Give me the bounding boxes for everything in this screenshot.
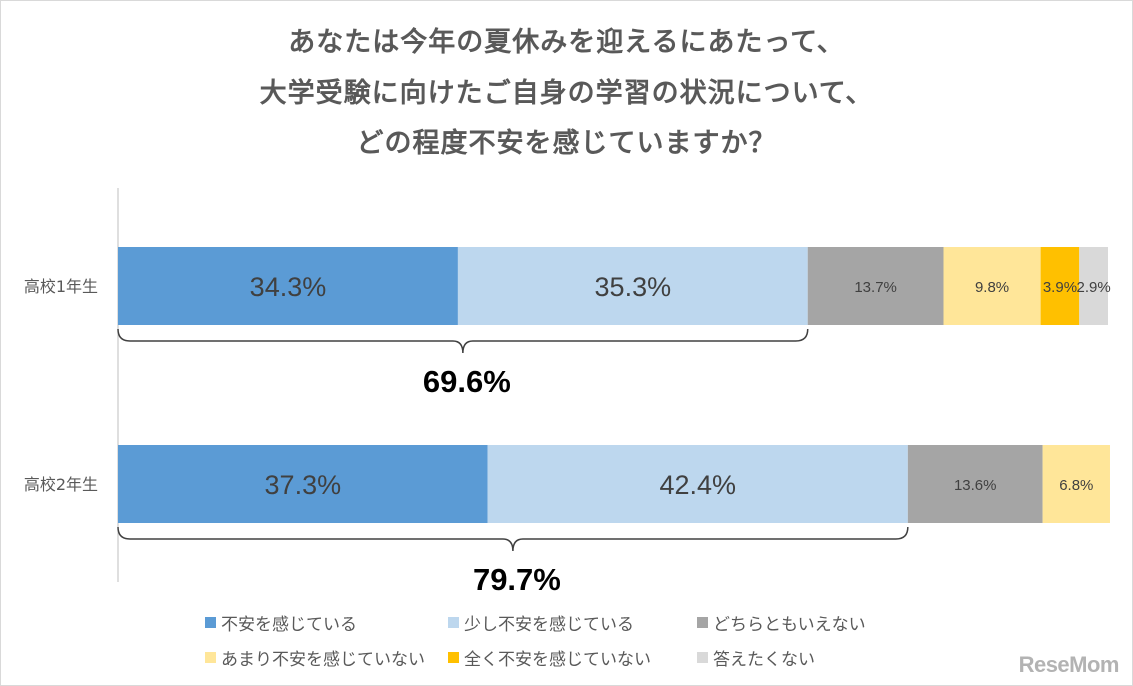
legend-item: 少し不安を感じている xyxy=(448,611,634,635)
bar-segment xyxy=(118,445,488,523)
data-label: 9.8% xyxy=(975,279,1009,296)
brace-total-label: 79.7% xyxy=(473,562,561,597)
legend-item: あまり不安を感じていない xyxy=(205,646,425,670)
data-label: 42.4% xyxy=(659,470,736,500)
chart-title-line-1: あなたは今年の夏休みを迎えるにあたって、 xyxy=(288,27,845,58)
legend-item: 答えたくない xyxy=(697,646,815,670)
data-label: 13.6% xyxy=(954,477,997,494)
bar-segment xyxy=(907,445,1043,523)
data-label: 13.7% xyxy=(854,279,897,296)
legend-label: どちらともいえない xyxy=(713,614,866,635)
bar-segment xyxy=(487,445,908,523)
chart-title-line-3: どの程度不安を感じていますか？ xyxy=(356,128,777,159)
legend-swatch xyxy=(205,616,216,628)
data-label: 34.3% xyxy=(250,272,327,302)
legend-label: 全く不安を感じていない xyxy=(464,649,651,670)
bar-segment xyxy=(807,247,944,325)
legend-item: 不安を感じている xyxy=(205,611,357,635)
legend-item: どちらともいえない xyxy=(697,611,866,635)
category-label: 高校1年生 xyxy=(24,277,98,296)
legend-label: 不安を感じている xyxy=(221,614,357,635)
bar-segment xyxy=(943,247,1041,325)
legend-label: あまり不安を感じていない xyxy=(221,649,425,670)
bar-segment xyxy=(1040,247,1080,325)
legend-swatch xyxy=(448,616,459,628)
legend-label: 少し不安を感じている xyxy=(464,614,634,635)
legend-item: 全く不安を感じていない xyxy=(448,646,651,670)
bar-segment xyxy=(457,247,808,325)
legend-label: 答えたくない xyxy=(713,649,815,670)
legend-swatch xyxy=(205,651,216,663)
legend-swatch xyxy=(697,651,708,663)
category-label: 高校2年生 xyxy=(24,475,98,494)
bar-segment xyxy=(118,247,458,325)
legend-swatch xyxy=(697,616,708,628)
bar-segment xyxy=(1079,247,1109,325)
data-label: 3.9% xyxy=(1043,279,1077,296)
brace-total-label: 69.6% xyxy=(423,364,511,399)
bar-segment xyxy=(1042,445,1110,523)
watermark-logo: ReseMom xyxy=(1018,652,1120,677)
data-label: 37.3% xyxy=(265,470,342,500)
data-label: 35.3% xyxy=(595,272,672,302)
data-label: 6.8% xyxy=(1059,477,1093,494)
legend-swatch xyxy=(448,651,459,663)
total-brace xyxy=(117,328,809,354)
total-brace xyxy=(117,526,909,552)
chart-title-line-2: 大学受験に向けたご自身の学習の状況について、 xyxy=(259,78,874,109)
data-label: 2.9% xyxy=(1077,279,1111,296)
